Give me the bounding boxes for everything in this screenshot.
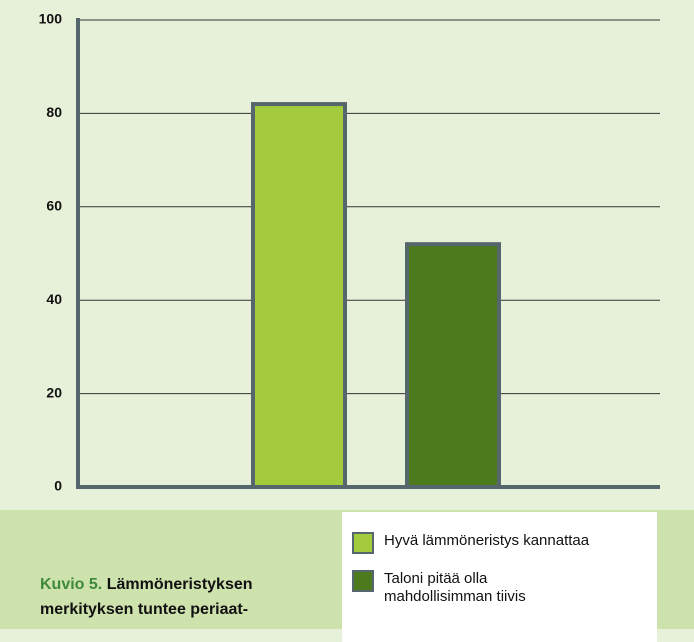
bar bbox=[405, 242, 501, 489]
legend-swatch bbox=[352, 532, 374, 554]
y-tick-label: 100 bbox=[39, 11, 63, 27]
y-tick-label: 20 bbox=[46, 384, 62, 400]
caption-label: Kuvio 5. bbox=[40, 576, 103, 593]
legend-label: Taloni pitää olla mahdollisimman tiivis bbox=[384, 570, 526, 605]
legend-item: Hyvä lämmöneristys kannattaa bbox=[352, 532, 647, 554]
y-tick-label: 60 bbox=[46, 198, 62, 214]
legend-swatch bbox=[352, 570, 374, 592]
page: 0 20 40 60 80 100 Hyvä lämmöneristys kannatta… bbox=[0, 10, 694, 642]
caption-line: Kuvio 5. Lämmöneristyksen bbox=[40, 572, 253, 597]
y-tick-label: 40 bbox=[46, 291, 62, 307]
y-tick-label: 0 bbox=[54, 478, 62, 494]
caption-text: merkityksen tuntee periaat- bbox=[40, 601, 249, 618]
caption-text: Lämmöneristyksen bbox=[106, 576, 253, 593]
bar bbox=[251, 102, 347, 489]
legend: Hyvä lämmöneristys kannattaa Taloni pitää… bbox=[342, 512, 657, 642]
chart: 0 20 40 60 80 100 bbox=[39, 11, 660, 494]
y-tick-label: 80 bbox=[46, 104, 62, 120]
legend-label: Hyvä lämmöneristys kannattaa bbox=[384, 532, 590, 549]
caption: Kuvio 5. Lämmöneristyksen merkityksen tun… bbox=[40, 572, 253, 622]
legend-item: Taloni pitää olla mahdollisimman tiivis bbox=[352, 570, 647, 606]
